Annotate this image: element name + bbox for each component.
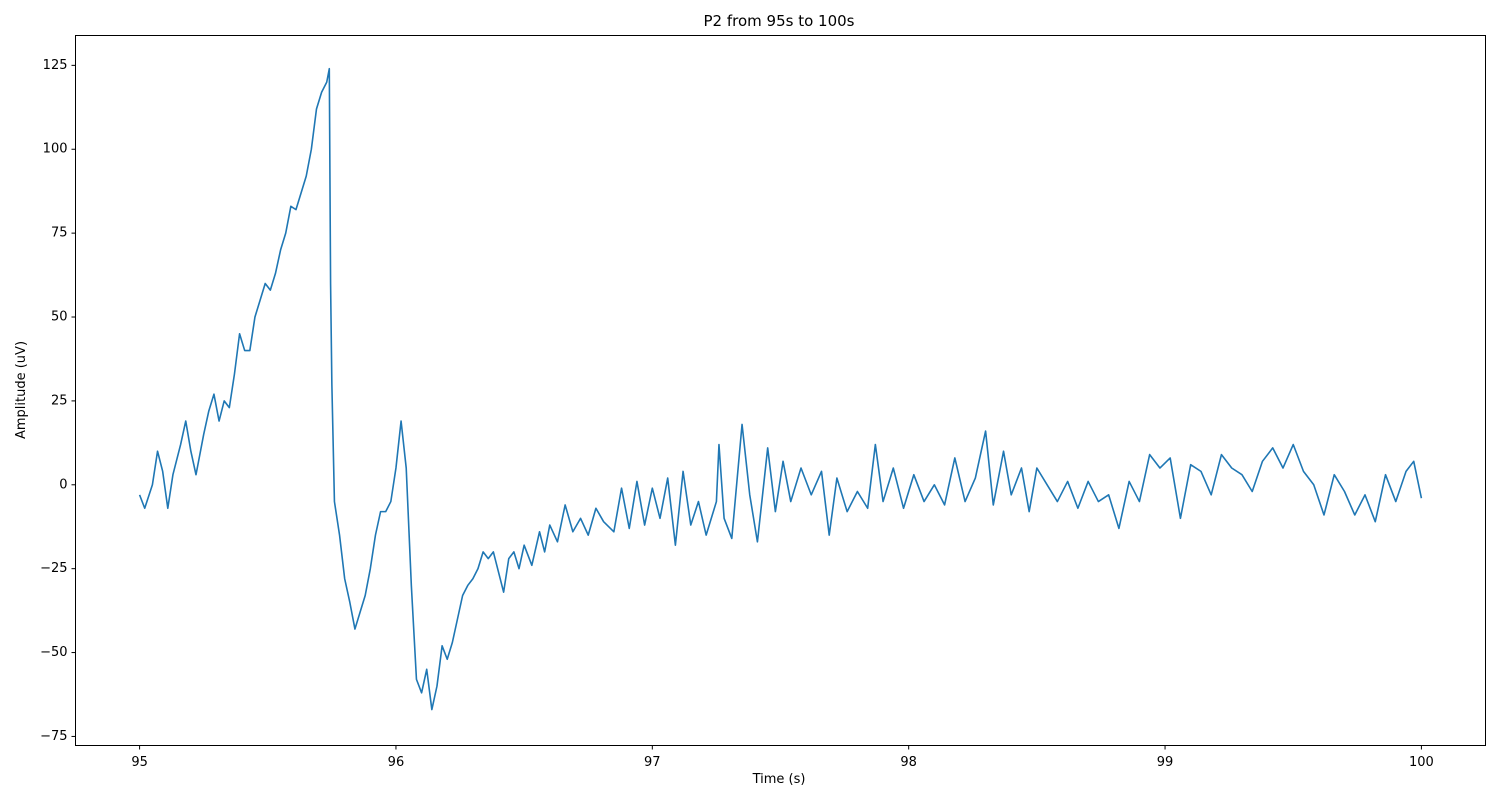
x-axis-label: Time (s): [752, 772, 806, 787]
chart-title: P2 from 95s to 100s: [704, 12, 855, 30]
signal-line: [138, 67, 1423, 711]
y-tick-label: 0: [59, 477, 67, 492]
axes-frame: [75, 35, 1486, 746]
y-tick-label: −25: [40, 561, 67, 576]
y-tick-label: 100: [43, 142, 68, 157]
y-tick-label: 75: [51, 226, 68, 241]
x-tick-label: 95: [131, 755, 148, 770]
y-tick-label: −50: [40, 645, 67, 660]
x-tick-label: 99: [1157, 755, 1174, 770]
x-tick-label: 96: [388, 755, 405, 770]
x-tick-label: 100: [1409, 755, 1434, 770]
x-tick-label: 98: [900, 755, 917, 770]
y-tick-label: −75: [40, 729, 67, 744]
y-axis-label: Amplitude (uV): [14, 341, 29, 439]
y-tick-label: 25: [51, 393, 68, 408]
y-tick-label: 50: [51, 310, 68, 325]
y-tick-label: 125: [43, 58, 68, 73]
plot-area: [138, 67, 1423, 711]
x-tick-label: 97: [644, 755, 661, 770]
